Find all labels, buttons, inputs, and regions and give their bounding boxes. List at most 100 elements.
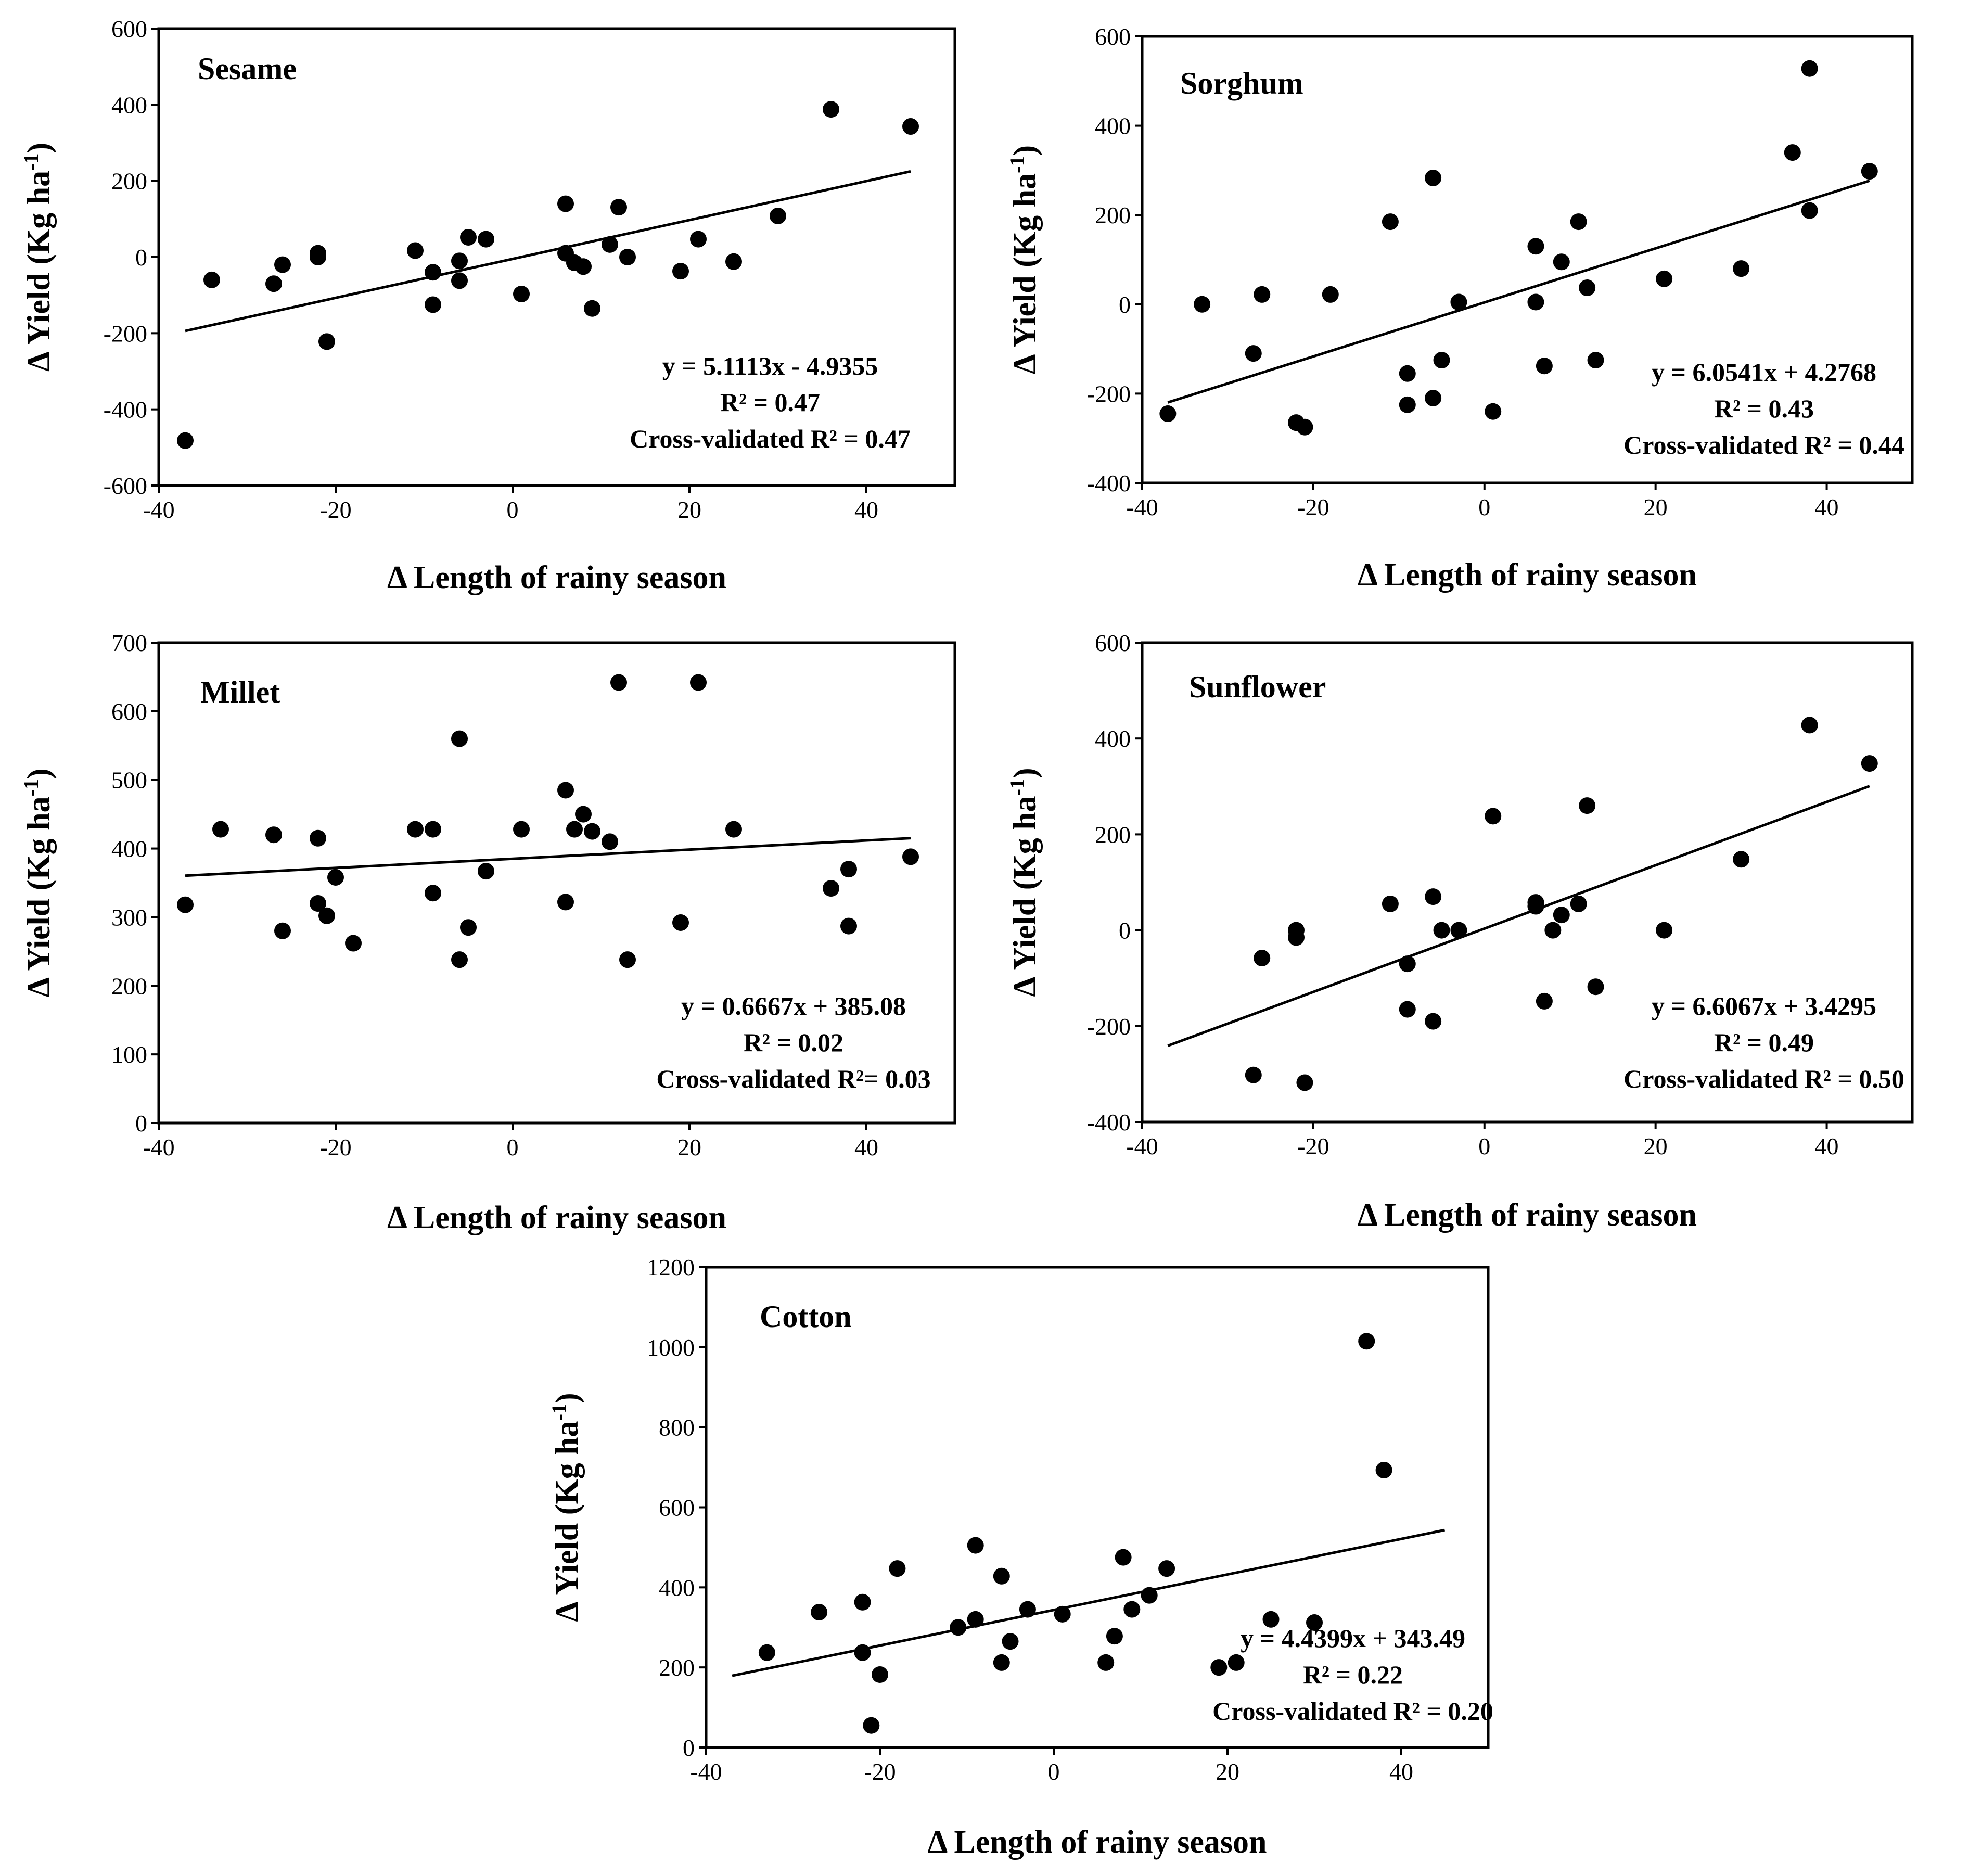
sunflower-data-point [1296,1074,1313,1091]
sorghum-x-axis-title: Δ Length of rainy season [1358,557,1697,593]
sorghum-data-point [1194,296,1211,313]
cotton-data-point [1123,1601,1141,1618]
sesame-data-point [407,242,424,259]
x-tick-label: -20 [1297,494,1329,520]
sorghum-data-point [1861,163,1878,180]
x-tick-label: 0 [507,496,519,523]
sesame-data-point [770,207,786,224]
millet-data-point [425,821,441,838]
millet-data-point [602,833,618,850]
millet-data-point [327,869,344,886]
sunflower-annotation: Cross-validated R² = 0.50 [1623,1064,1904,1093]
sorghum-data-point [1399,396,1416,413]
cotton-data-point [1375,1461,1392,1478]
sorghum-data-point [1784,144,1801,161]
cotton-data-point [1097,1654,1115,1671]
millet-x-axis-title: Δ Length of rainy season [387,1200,726,1235]
millet-trendline [185,837,911,877]
sesame-data-point [557,195,574,212]
millet-panel-title: Millet [200,675,280,709]
sunflower-data-point [1733,851,1750,868]
sesame-data-point [602,236,618,253]
sesame-data-point [619,249,636,265]
cotton-data-point [1210,1659,1228,1676]
y-tick-label: 400 [111,836,147,862]
y-tick-label: 0 [1119,917,1131,944]
sesame-data-point [425,296,441,313]
x-tick-label: 0 [1478,1133,1490,1159]
sunflower-x-axis-title: Δ Length of rainy season [1358,1197,1697,1233]
sorghum-data-point [1587,352,1604,369]
millet-data-point [318,907,335,924]
sunflower-data-point [1382,895,1399,912]
millet-annotation: y = 0.6667x + 385.08 [681,991,906,1020]
cotton-data-point [1358,1333,1375,1350]
millet-data-point [902,848,919,865]
sorghum-data-point [1425,389,1442,406]
x-tick-label: 40 [1815,1133,1839,1159]
y-tick-label: 600 [659,1495,695,1521]
millet-data-point [690,674,707,691]
millet-data-point [575,806,592,823]
sunflower-data-point [1656,922,1673,939]
y-tick-label: 100 [111,1041,147,1068]
cotton-data-point [1115,1549,1132,1566]
cotton-data-point [967,1611,984,1628]
sesame-data-point [478,231,494,248]
sunflower-data-point [1433,922,1450,939]
cotton-annotation: y = 4.4399x + 343.49 [1241,1624,1465,1653]
y-tick-label: 0 [683,1734,695,1761]
sunflower-data-point [1570,895,1587,912]
cotton-trendline [732,1528,1446,1677]
millet-data-point [840,861,857,878]
cotton-data-point [1262,1611,1280,1628]
cotton-annotation: Cross-validated R² = 0.20 [1212,1696,1493,1726]
cotton-data-point [993,1654,1010,1671]
sesame-data-point [725,253,742,270]
cotton-y-axis-title: Δ Yield (Kg ha-1) [547,1393,585,1622]
millet-data-point [672,914,689,931]
y-tick-label: -400 [1087,470,1131,496]
sunflower-data-point [1399,1001,1416,1018]
sorghum-data-point [1399,365,1416,382]
x-tick-label: -20 [864,1758,896,1785]
cotton-data-point [1158,1560,1175,1577]
millet-annotation: Cross-validated R²= 0.03 [656,1064,930,1093]
sunflower-data-point [1425,888,1442,905]
sesame-data-point [425,264,441,281]
sesame-annotation: Cross-validated R² = 0.47 [630,424,911,453]
sesame-annotation: y = 5.1113x - 4.9355 [662,351,878,380]
sorghum-data-point [1245,345,1262,362]
x-tick-label: 0 [1478,494,1490,520]
y-tick-label: -200 [1087,380,1131,407]
y-tick-label: 200 [1095,821,1131,848]
sunflower-annotation: R² = 0.49 [1714,1028,1814,1057]
millet-data-point [451,730,468,747]
millet-data-point [310,829,326,847]
sesame-data-point [310,249,326,265]
sorghum-plot-frame [1141,35,1914,484]
cotton-data-point [854,1593,871,1611]
y-tick-label: -400 [1087,1109,1131,1135]
millet-data-point [478,863,494,880]
millet-data-point [725,821,742,838]
sunflower-data-point [1288,929,1305,946]
x-tick-label: 20 [1644,1133,1668,1159]
x-tick-label: 0 [507,1134,519,1160]
millet-data-point [460,919,477,936]
sorghum-data-point [1733,260,1750,277]
cotton-data-point [872,1666,888,1683]
sorghum-data-point [1801,202,1818,219]
cotton-data-point [1228,1654,1245,1671]
sesame-data-point [672,263,689,280]
sesame-annotation: R² = 0.47 [720,388,820,417]
sesame-trendline [185,170,911,333]
sorghum-data-point [1159,405,1177,423]
sorghum-data-point [1579,279,1596,297]
cotton-panel-title: Cotton [760,1299,852,1334]
cotton-data-point [1002,1633,1019,1650]
y-tick-label: 200 [659,1654,695,1681]
millet-data-point [212,821,229,838]
